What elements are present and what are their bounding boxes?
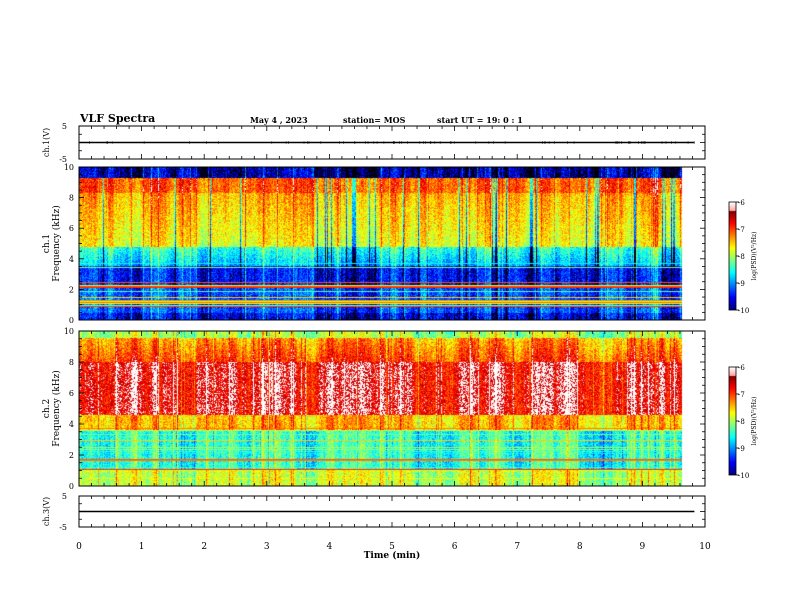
- xtick-label: 2: [201, 542, 207, 552]
- xaxis-label: Time (min): [364, 550, 421, 561]
- ch1-waveform-ytick-label: 5: [62, 122, 67, 131]
- ch2-colorbar-frame: [729, 367, 736, 475]
- ch3-waveform-ytick-label: -5: [59, 523, 67, 532]
- ch2-colorbar-tick-label: -8: [738, 418, 745, 426]
- ch2-spectrogram-ytick-label: 8: [69, 358, 74, 367]
- xtick-label: 10: [699, 542, 711, 552]
- ch2-spectrogram-ytick-label: 6: [69, 389, 74, 398]
- ch1-colorbar-tick-label: -8: [738, 253, 745, 261]
- ch3-waveform-ytick-label: 5: [62, 492, 67, 501]
- xtick-label: 1: [139, 542, 145, 552]
- ch2-colorbar-tick-label: -7: [738, 391, 745, 399]
- ch2-spectrogram-frame: [79, 331, 705, 486]
- ch1-colorbar-tick-label: -10: [738, 307, 749, 315]
- ch1-spectrogram-frame: [79, 167, 705, 320]
- ch1-spectrogram-ytick-label: 8: [69, 194, 74, 203]
- ch2-colorbar-tick-label: -6: [738, 364, 745, 372]
- xtick-label: 0: [76, 542, 82, 552]
- ch1-spectrogram-ytick-label: 2: [69, 285, 74, 294]
- ch2-colorbar-label: log(PSD)(V²/Hz): [751, 397, 758, 446]
- ch2-spectrogram-ytick-label: 4: [69, 420, 74, 429]
- ch2-spectrogram-ytick-label: 10: [64, 327, 74, 336]
- vlf-spectra-figure: VLF Spectra May 4 , 2023 station= MOS st…: [0, 0, 792, 612]
- ch1-spectrogram-ytick-label: 10: [64, 163, 74, 172]
- ch1-spectrogram-ytick-label: 4: [69, 255, 74, 264]
- xtick-label: 9: [640, 542, 646, 552]
- xtick-label: 8: [577, 542, 583, 552]
- ch2-spectrogram-ytick-label: 0: [69, 482, 74, 491]
- ch2-colorbar-tick-label: -10: [738, 472, 749, 480]
- ch1-spectrogram-ylabel: ch.1Frequency (kHz): [42, 205, 62, 282]
- ch2-spectrogram-ylabel: ch.2Frequency (kHz): [42, 370, 62, 447]
- ch1-spectrogram-ytick-label: 0: [69, 316, 74, 325]
- ch2-colorbar-tick-label: -9: [738, 445, 745, 453]
- xtick-label: 7: [514, 542, 520, 552]
- xtick-label: 4: [327, 542, 333, 552]
- xtick-label: 6: [452, 542, 458, 552]
- ch2-spectrogram-ytick-label: 2: [69, 451, 74, 460]
- ch3-waveform-ylabel: ch.3(V): [42, 497, 51, 526]
- xtick-label: 3: [264, 542, 270, 552]
- ch1-spectrogram-ytick-label: 6: [69, 224, 74, 233]
- ch1-colorbar-tick-label: -7: [738, 226, 745, 234]
- axes-layer: 5-5ch.1(V)0246810ch.1Frequency (kHz)0246…: [0, 0, 792, 612]
- ch1-colorbar-label: log(PSD)(V²/Hz): [751, 232, 758, 281]
- ch1-colorbar-frame: [729, 202, 736, 310]
- ch1-waveform-ylabel: ch.1(V): [42, 128, 51, 157]
- ch1-colorbar-tick-label: -6: [738, 199, 745, 207]
- ch1-colorbar-tick-label: -9: [738, 280, 745, 288]
